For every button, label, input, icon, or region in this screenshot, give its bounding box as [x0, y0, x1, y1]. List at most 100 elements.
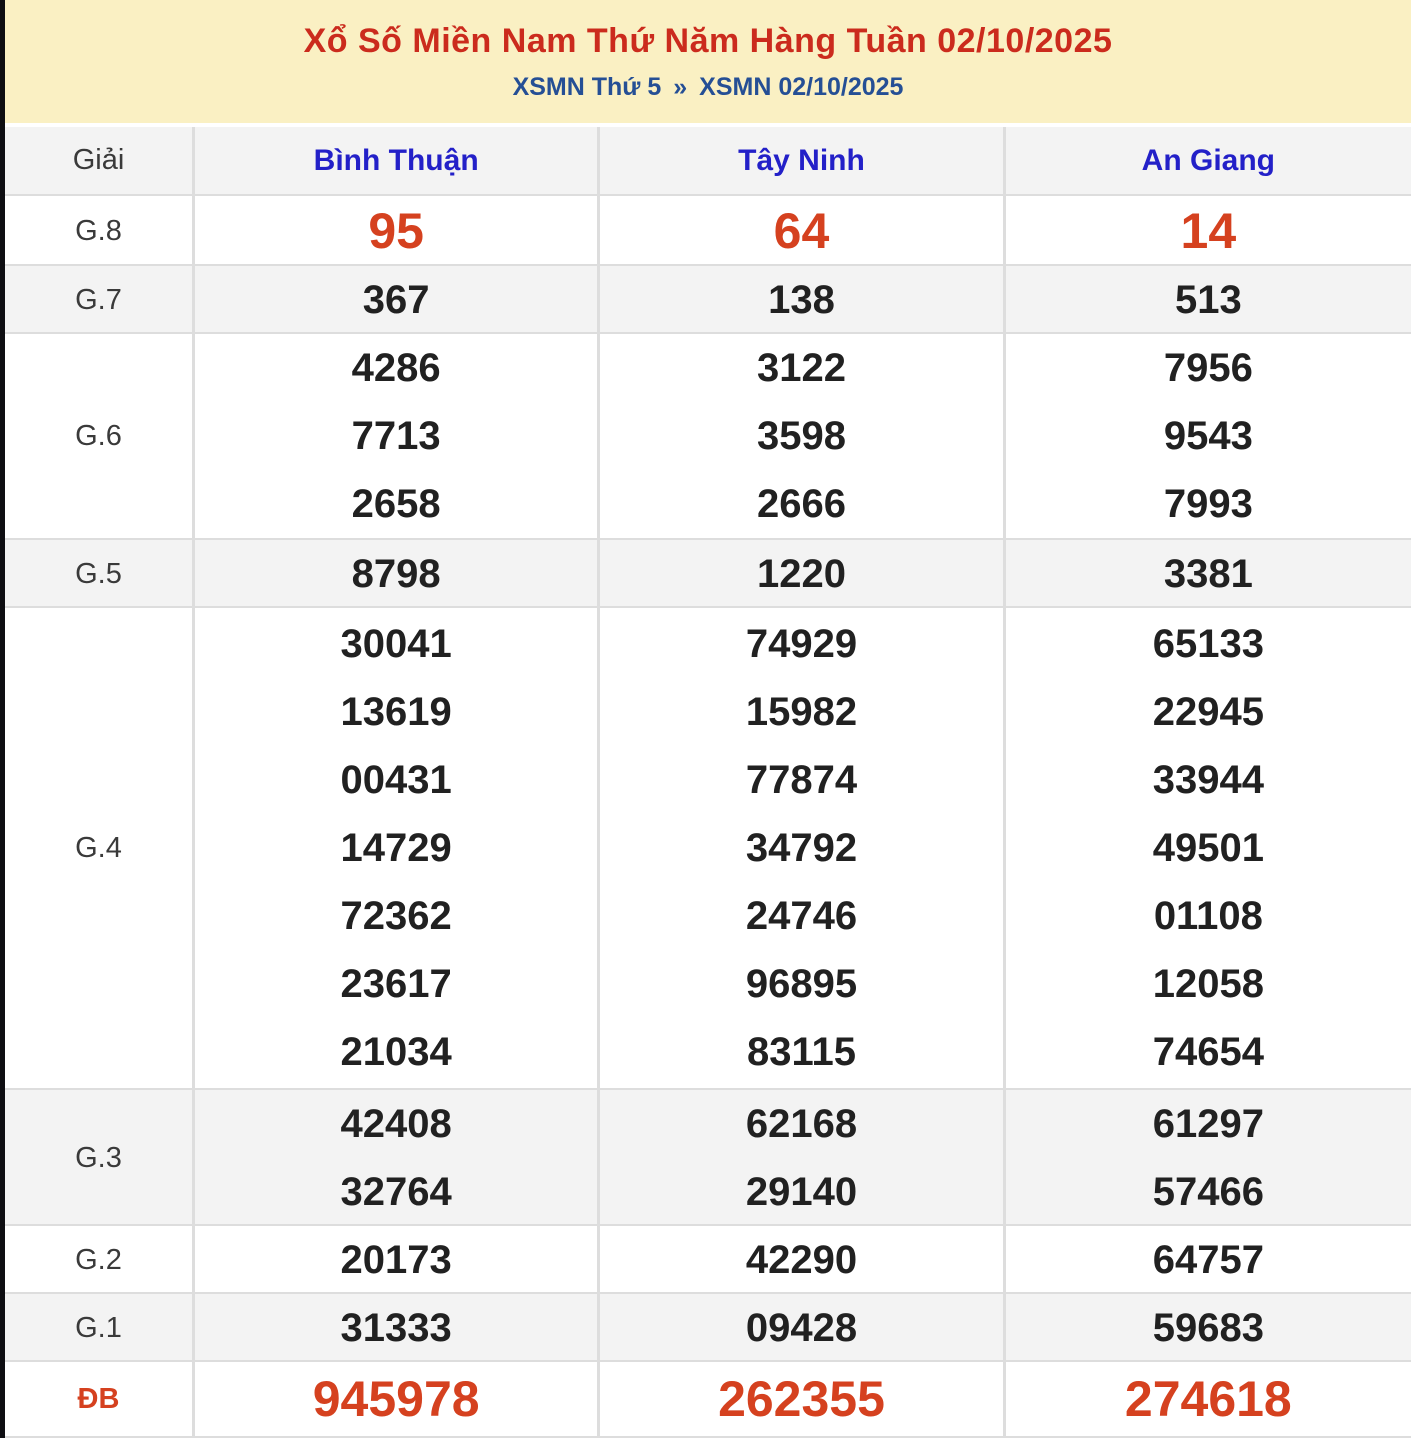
result-cell: 8798 — [195, 540, 601, 608]
breadcrumb-separator: » — [673, 72, 688, 101]
result-number: 3381 — [1163, 552, 1253, 596]
table-header-row: Giải Bình Thuận Tây Ninh An Giang — [5, 127, 1411, 196]
result-cell: 274618 — [1006, 1362, 1411, 1436]
prize-column-header: Giải — [5, 127, 195, 194]
result-number: 62168 — [745, 1102, 858, 1146]
result-number: 8798 — [351, 552, 441, 596]
result-number: 2666 — [757, 482, 846, 526]
result-number: 23617 — [340, 962, 452, 1006]
result-number: 367 — [362, 278, 430, 322]
province-header-an-giang[interactable]: An Giang — [1141, 143, 1275, 177]
result-number: 57466 — [1152, 1170, 1264, 1214]
breadcrumb-link-xsmn-date[interactable]: XSMN 02/10/2025 — [699, 72, 904, 101]
result-cell: 4286 7713 2658 — [195, 334, 601, 538]
result-cell: 30041 13619 00431 14729 72362 23617 21034 — [195, 608, 601, 1088]
result-cell: 7956 9543 7993 — [1006, 334, 1411, 538]
prize-row-g6: G.6 4286 7713 2658 3122 3598 2666 7956 9543 7993 — [5, 334, 1411, 540]
result-number: 65133 — [1152, 622, 1264, 666]
result-number: 33944 — [1152, 758, 1264, 802]
result-number: 3598 — [757, 414, 846, 458]
result-number: 64757 — [1152, 1238, 1264, 1282]
prize-label-g7: G.7 — [5, 266, 195, 334]
result-number: 34792 — [745, 826, 858, 870]
result-number: 95 — [368, 203, 424, 259]
result-number: 15982 — [745, 690, 858, 734]
breadcrumb: XSMN Thứ 5 » XSMN 02/10/2025 — [513, 73, 904, 102]
province-header-binh-thuan[interactable]: Bình Thuận — [195, 127, 601, 194]
prize-label-g1: G.1 — [5, 1294, 195, 1362]
prize-row-g7: G.7 367 138 513 — [5, 266, 1411, 334]
result-banner: Xổ Số Miền Nam Thứ Năm Hàng Tuần 02/10/2… — [5, 0, 1411, 123]
result-cell: 20173 — [195, 1226, 601, 1294]
result-cell: 64757 — [1006, 1226, 1411, 1294]
result-number: 49501 — [1152, 826, 1264, 870]
result-number: 21034 — [340, 1030, 452, 1074]
result-number: 513 — [1174, 278, 1242, 322]
result-number: 74654 — [1152, 1030, 1264, 1074]
result-number: 24746 — [745, 894, 858, 938]
prize-row-g2: G.2 20173 42290 64757 — [5, 1226, 1411, 1294]
result-cell: 74929 15982 77874 34792 24746 96895 83115 — [600, 608, 1006, 1088]
result-cell: 945978 — [195, 1362, 601, 1436]
result-number: 59683 — [1152, 1306, 1264, 1350]
result-number: 7956 — [1163, 346, 1253, 390]
result-number: 32764 — [340, 1170, 452, 1214]
result-number: 01108 — [1153, 894, 1263, 938]
result-number: 22945 — [1152, 690, 1264, 734]
result-number: 3122 — [757, 346, 846, 390]
result-cell: 1220 — [600, 540, 1006, 608]
result-cell: 138 — [600, 266, 1006, 334]
result-cell: 09428 — [600, 1294, 1006, 1362]
result-number: 42290 — [745, 1238, 858, 1282]
prize-label-g8: G.8 — [5, 196, 195, 266]
result-number: 42408 — [340, 1102, 452, 1146]
result-number: 2658 — [351, 482, 441, 526]
result-number: 64 — [773, 203, 830, 259]
result-number: 29140 — [745, 1170, 858, 1214]
result-cell: 14 — [1006, 196, 1411, 266]
result-number: 12058 — [1152, 962, 1264, 1006]
result-cell: 367 — [195, 266, 601, 334]
result-cell: 42408 32764 — [195, 1090, 601, 1226]
result-number: 96895 — [745, 962, 858, 1006]
result-number: 9543 — [1163, 414, 1253, 458]
result-number: 14729 — [340, 826, 452, 870]
result-number: 74929 — [745, 622, 858, 666]
result-cell: 3122 3598 2666 — [600, 334, 1006, 538]
content-area: Xổ Số Miền Nam Thứ Năm Hàng Tuần 02/10/2… — [5, 0, 1411, 1438]
result-number: 945978 — [312, 1371, 480, 1427]
result-number: 7713 — [351, 414, 441, 458]
prize-label-g3: G.3 — [5, 1090, 195, 1226]
result-number: 30041 — [340, 622, 452, 666]
province-header-tay-ninh[interactable]: Tây Ninh — [600, 127, 1006, 194]
result-number: 20173 — [340, 1238, 452, 1282]
result-number: 262355 — [718, 1371, 885, 1427]
lottery-results-table: Giải Bình Thuận Tây Ninh An Giang G.8 95 6… — [5, 127, 1411, 1438]
result-number: 7993 — [1163, 482, 1253, 526]
prize-row-db: ĐB 945978 262355 274618 — [5, 1362, 1411, 1438]
breadcrumb-link-xsmn-thu5[interactable]: XSMN Thứ 5 — [512, 72, 662, 101]
result-cell: 62168 29140 — [600, 1090, 1006, 1226]
result-number: 138 — [768, 278, 835, 322]
page-title: Xổ Số Miền Nam Thứ Năm Hàng Tuần 02/10/2… — [303, 21, 1113, 60]
result-number: 274618 — [1124, 1371, 1292, 1427]
result-cell: 64 — [600, 196, 1006, 266]
prize-row-g1: G.1 31333 09428 59683 — [5, 1294, 1411, 1362]
result-cell: 31333 — [195, 1294, 601, 1362]
prize-label-db: ĐB — [5, 1362, 195, 1436]
window-left-edge — [0, 0, 5, 1438]
result-number: 4286 — [351, 346, 441, 390]
result-cell: 3381 — [1006, 540, 1411, 608]
result-number: 14 — [1180, 203, 1237, 259]
result-cell: 513 — [1006, 266, 1411, 334]
result-cell: 65133 22945 33944 49501 01108 12058 74654 — [1006, 608, 1411, 1088]
result-cell: 262355 — [600, 1362, 1006, 1436]
result-number: 77874 — [745, 758, 858, 802]
result-number: 61297 — [1152, 1102, 1264, 1146]
result-number: 83115 — [746, 1030, 856, 1074]
result-cell: 42290 — [600, 1226, 1006, 1294]
result-cell: 59683 — [1006, 1294, 1411, 1362]
prize-label-g5: G.5 — [5, 540, 195, 608]
result-number: 00431 — [340, 758, 452, 802]
result-cell: 61297 57466 — [1006, 1090, 1411, 1226]
